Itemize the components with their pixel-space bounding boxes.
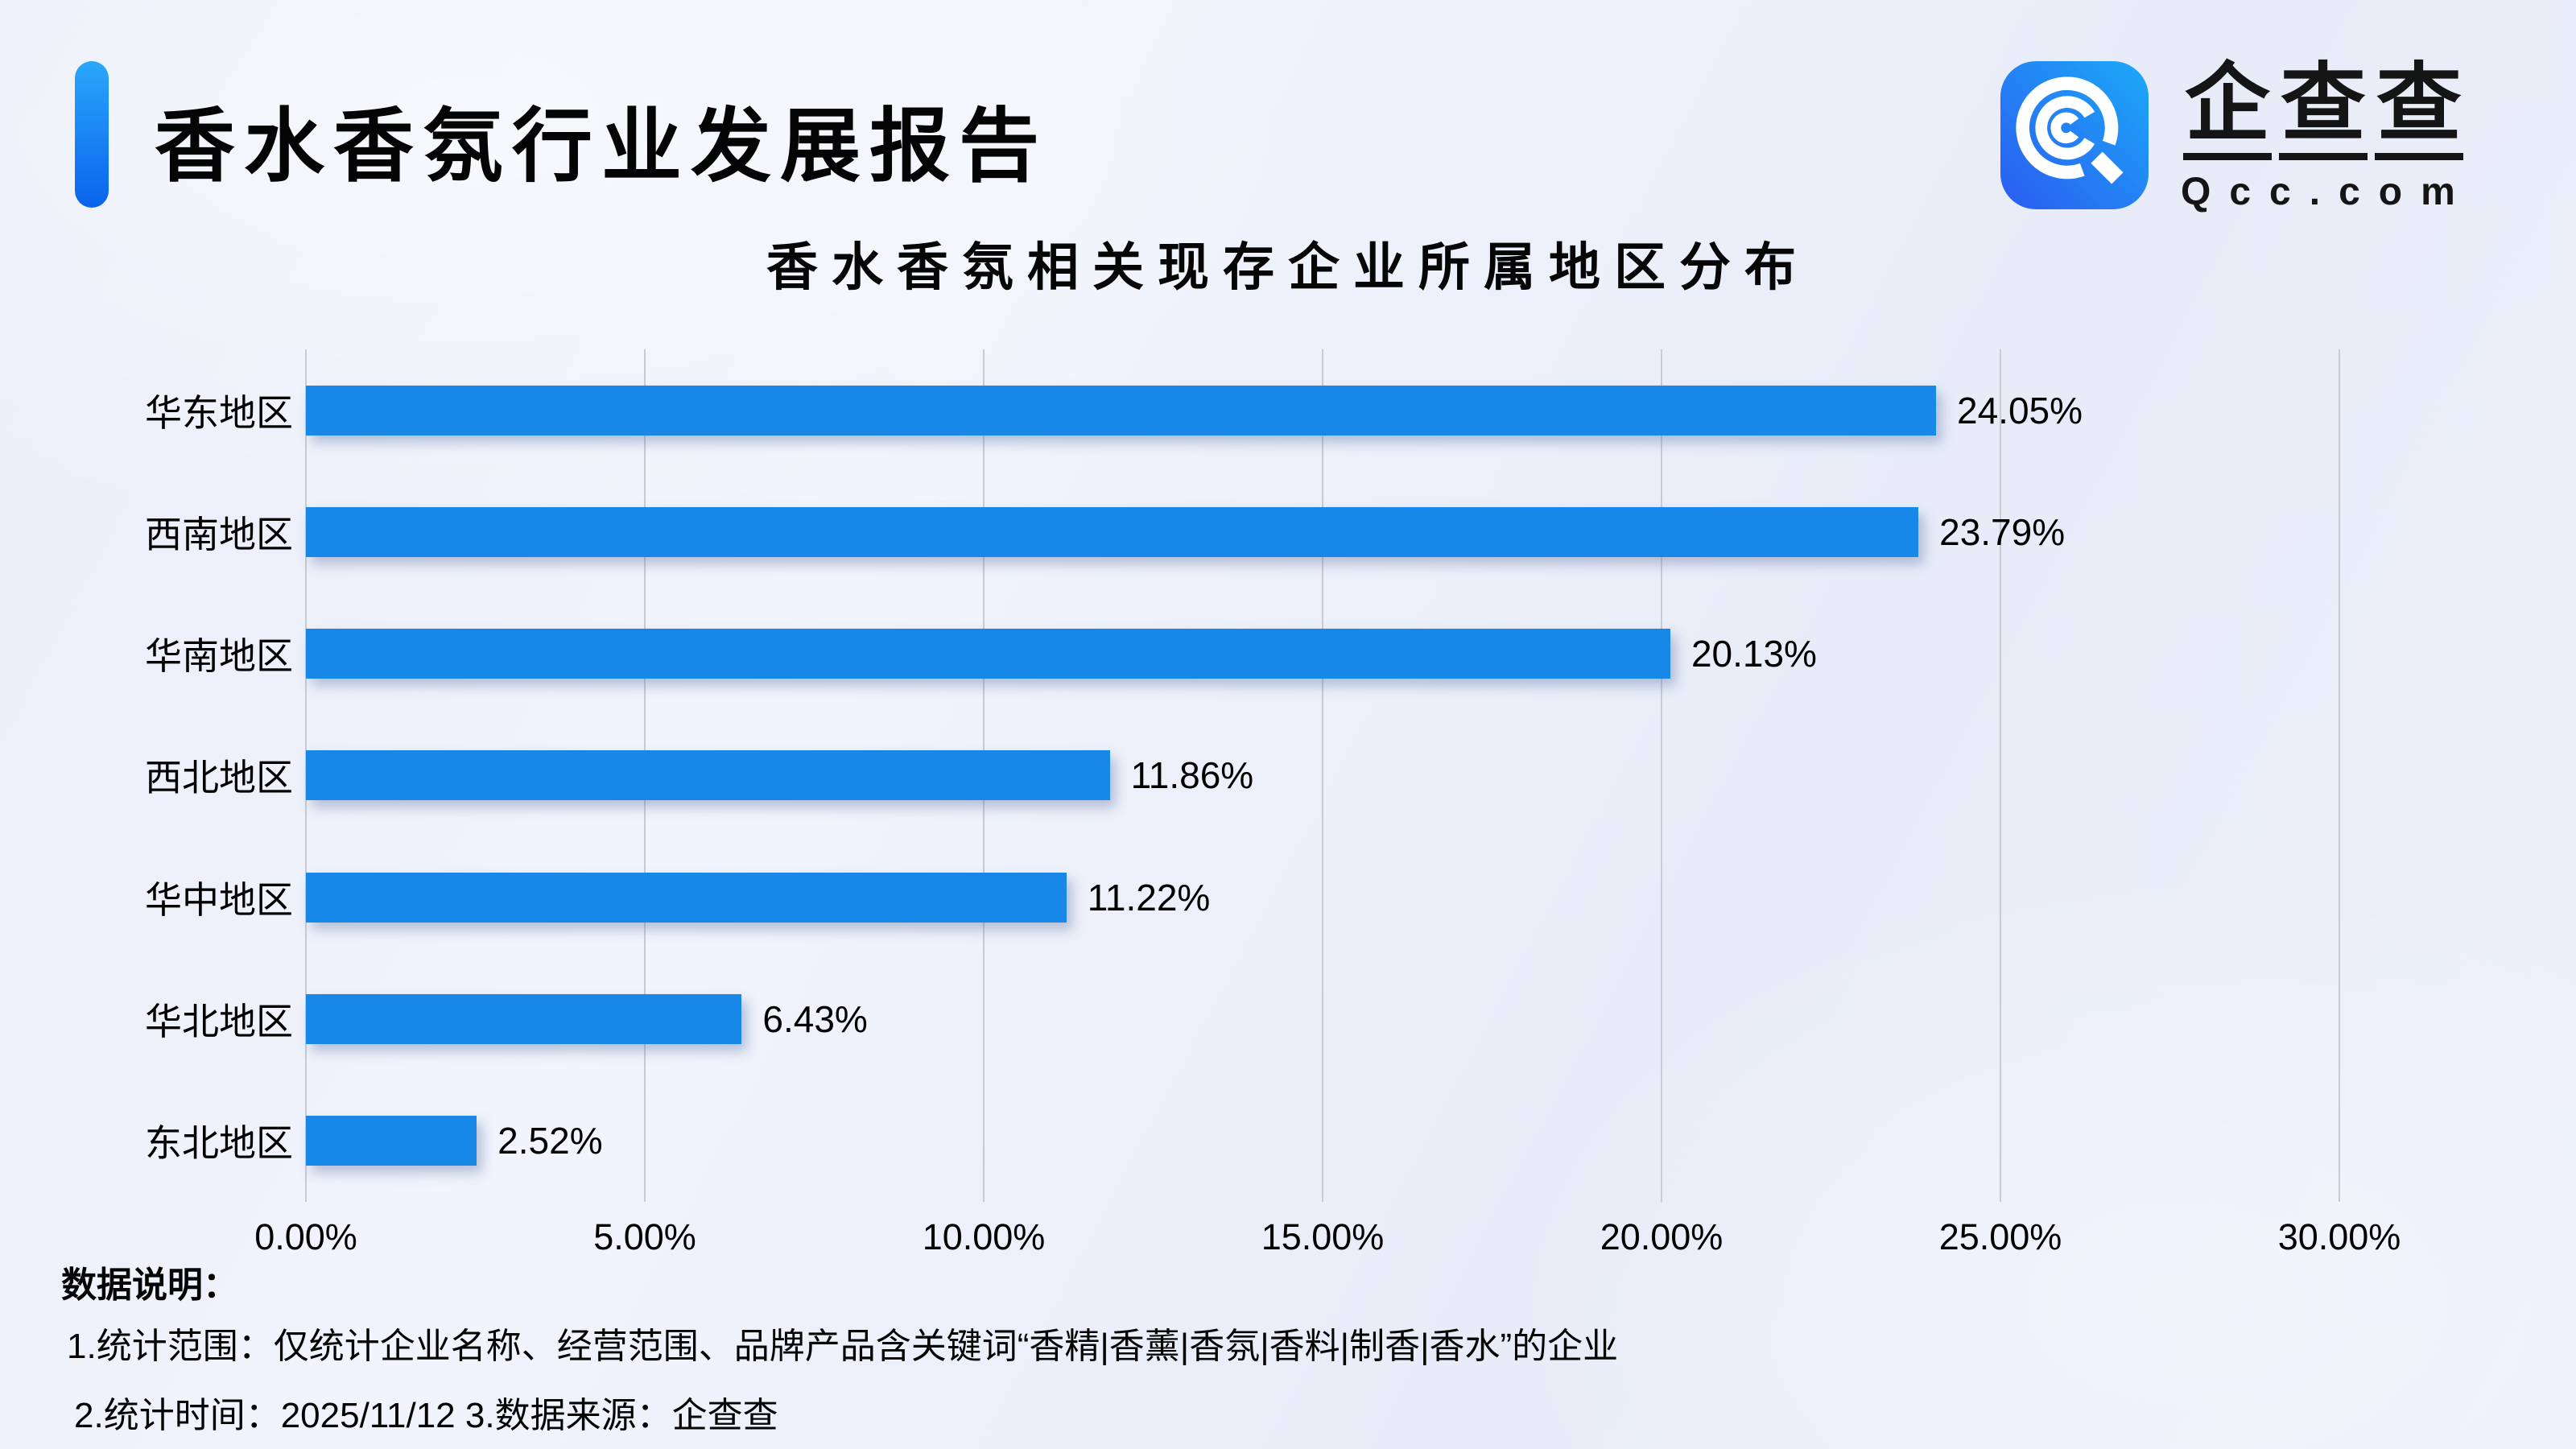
gridline: [1322, 349, 1323, 1202]
category-label: 西南地区: [145, 513, 293, 555]
logo-brand-char: 查: [2278, 61, 2368, 160]
bar: [306, 872, 1067, 923]
bar-row: 华北地区 6.43%: [145, 958, 2339, 1080]
category-label: 华东地区: [145, 391, 293, 434]
category-label: 华中地区: [145, 878, 293, 921]
x-tick-label: 25.00%: [1938, 1216, 2062, 1257]
logo-brand-name: 企查查: [2182, 61, 2463, 160]
x-tick-label: 20.00%: [1600, 1216, 1724, 1257]
bar: [306, 750, 1110, 801]
value-label: 6.43%: [762, 998, 868, 1041]
value-label: 11.86%: [1130, 754, 1254, 797]
plot-area: 华东地区 24.05% 西南地区 23.79% 华南地区 20.13% 西北地区 11.86%…: [145, 349, 2401, 1257]
x-tick-label: 30.00%: [2277, 1216, 2401, 1257]
logo-text: 企查查 Qcc.com: [2173, 61, 2474, 214]
bar-row: 华东地区 24.05%: [145, 349, 2339, 471]
footer-heading: 数据说明：: [61, 1265, 238, 1305]
logo-brand-char: 查: [2374, 61, 2463, 160]
report-title: 香水香氛行业发展报告: [155, 101, 1048, 192]
value-label: 20.13%: [1690, 633, 1817, 675]
value-label: 24.05%: [1957, 389, 2083, 431]
gridline: [2339, 349, 2340, 1202]
bar-row: 东北地区 2.52%: [145, 1080, 2339, 1202]
value-label: 23.79%: [1939, 510, 2066, 553]
bars-container: 华东地区 24.05% 西南地区 23.79% 华南地区 20.13% 西北地区 11.86%…: [145, 349, 2339, 1202]
bar: [306, 506, 1919, 557]
qcc-magnifier-icon: [2000, 61, 2149, 209]
gridline: [2000, 349, 2001, 1202]
x-tick-label: 15.00%: [1261, 1216, 1385, 1257]
x-tick-label: 10.00%: [922, 1216, 1046, 1257]
bar-row: 华南地区 20.13%: [145, 593, 2339, 715]
bar-row: 西南地区 23.79%: [145, 471, 2339, 592]
bar: [306, 629, 1670, 679]
bar: [306, 1116, 477, 1166]
x-tick-label: 5.00%: [593, 1216, 696, 1257]
bar-row: 西北地区 11.86%: [145, 715, 2339, 836]
bar: [306, 385, 1936, 436]
category-label: 华南地区: [145, 635, 293, 678]
bar: [306, 994, 742, 1045]
footer-note-1: 1.统计范围：仅统计企业名称、经营范围、品牌产品含关键词“香精|香薰|香氛|香料…: [67, 1327, 1619, 1366]
logo-brand-char: 企: [2182, 61, 2272, 160]
value-label: 2.52%: [497, 1120, 603, 1162]
x-tick-label: 0.00%: [254, 1216, 357, 1257]
category-label: 西北地区: [145, 757, 293, 799]
footer-note-2: 2.统计时间：2025/11/12 3.数据来源：企查查: [74, 1396, 778, 1435]
chart-title: 香水香氛相关现存企业所属地区分布: [766, 238, 1810, 296]
bar-row: 华中地区 11.22%: [145, 836, 2339, 958]
category-label: 华北地区: [145, 1001, 293, 1043]
value-label: 11.22%: [1087, 876, 1211, 919]
qcc-logo: 企查查 Qcc.com: [2000, 61, 2474, 214]
logo-domain: Qcc.com: [2181, 171, 2474, 213]
category-label: 东北地区: [145, 1122, 293, 1165]
gridline: [1661, 349, 1662, 1202]
title-accent-bar: [75, 61, 109, 208]
